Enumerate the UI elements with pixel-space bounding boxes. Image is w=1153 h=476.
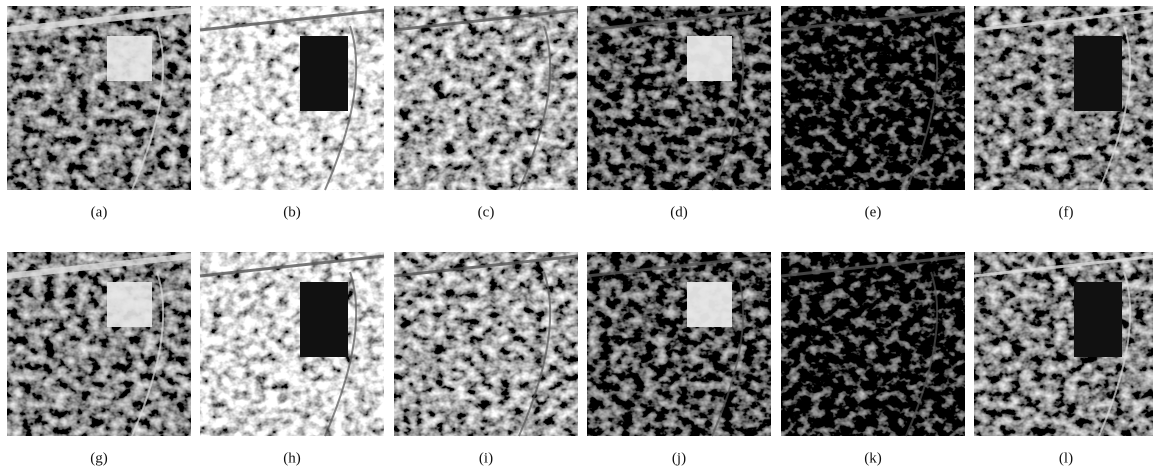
road xyxy=(393,8,579,32)
satellite-image xyxy=(781,252,965,436)
road xyxy=(973,9,1153,32)
road xyxy=(324,25,358,191)
road xyxy=(711,271,745,437)
satellite-image xyxy=(200,252,384,436)
satellite-image xyxy=(394,6,578,190)
caption: (f) xyxy=(1059,204,1074,220)
road xyxy=(199,254,385,278)
road xyxy=(1098,25,1132,191)
road xyxy=(973,255,1153,278)
road xyxy=(1098,271,1132,437)
satellite-image xyxy=(7,252,191,436)
caption: (h) xyxy=(283,450,301,466)
road xyxy=(6,253,192,279)
road xyxy=(905,25,939,191)
satellite-image xyxy=(200,6,384,190)
road xyxy=(711,25,745,191)
caption: (g) xyxy=(90,450,108,466)
building xyxy=(1074,36,1122,111)
building xyxy=(687,282,732,327)
satellite-image xyxy=(587,252,771,436)
road xyxy=(586,8,772,32)
road xyxy=(780,8,966,32)
road xyxy=(199,8,385,32)
building xyxy=(687,36,732,81)
satellite-image xyxy=(587,6,771,190)
road xyxy=(393,254,579,278)
satellite-image xyxy=(394,252,578,436)
caption: (e) xyxy=(865,204,882,220)
satellite-image xyxy=(7,6,191,190)
caption: (j) xyxy=(672,450,686,466)
caption: (b) xyxy=(283,204,301,220)
building xyxy=(107,282,152,327)
satellite-image xyxy=(974,6,1153,190)
building xyxy=(1074,282,1122,357)
road xyxy=(518,271,552,437)
caption: (k) xyxy=(864,450,882,466)
caption: (c) xyxy=(478,204,495,220)
road xyxy=(518,25,552,191)
road xyxy=(324,271,358,437)
caption: (l) xyxy=(1059,450,1073,466)
building xyxy=(107,36,152,81)
satellite-image xyxy=(974,252,1153,436)
building xyxy=(300,282,348,357)
building xyxy=(300,36,348,111)
road xyxy=(131,25,165,191)
road xyxy=(131,271,165,437)
road xyxy=(780,254,966,278)
road xyxy=(586,254,772,278)
caption: (a) xyxy=(91,204,108,220)
road xyxy=(6,7,192,33)
caption: (i) xyxy=(479,450,493,466)
satellite-image xyxy=(781,6,965,190)
road xyxy=(905,271,939,437)
caption: (d) xyxy=(670,204,688,220)
